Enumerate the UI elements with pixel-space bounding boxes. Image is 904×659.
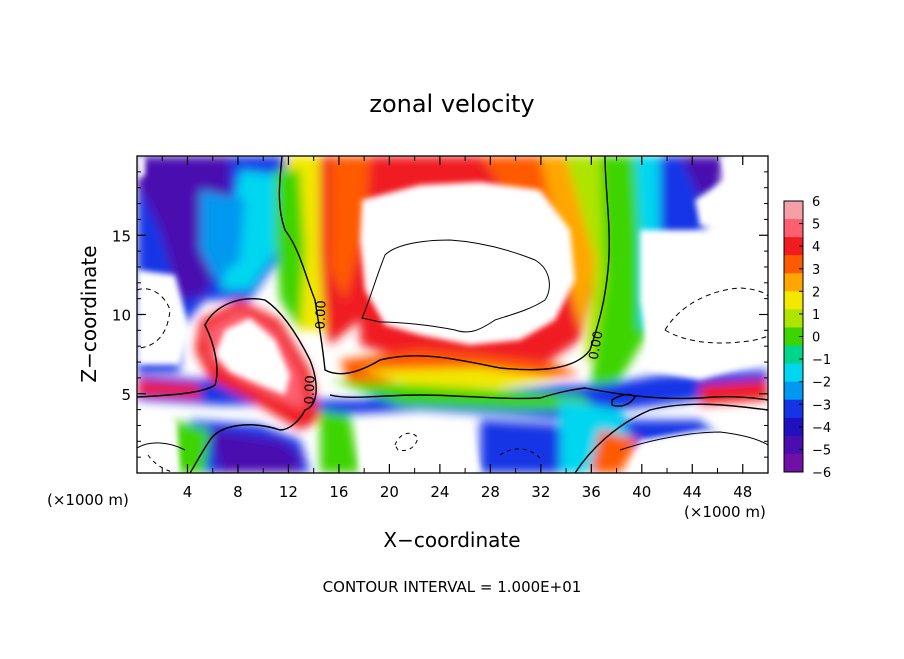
colorbar-label: −3 xyxy=(812,398,831,413)
colorbar-label: 6 xyxy=(812,195,820,210)
contour-labels: 0.00 0.00 0.00 xyxy=(303,300,607,404)
x-tick-label: 24 xyxy=(430,483,449,501)
x-axis: 4 8 12 16 20 24 28 32 36 40 44 48 xyxy=(161,156,752,501)
chart-title: zonal velocity xyxy=(369,90,534,118)
colorbar-label: −6 xyxy=(812,466,831,481)
x-axis-label: X−coordinate xyxy=(383,528,520,552)
velocity-field xyxy=(137,156,768,473)
colorbar-swatch xyxy=(784,363,803,383)
colorbar-swatch xyxy=(784,417,803,437)
colorbar-label: 2 xyxy=(812,285,820,300)
x-tick-label: 44 xyxy=(683,483,702,501)
x-unit-right: (×1000 m) xyxy=(684,503,766,521)
colorbar-swatch xyxy=(784,327,803,347)
colorbar-label: −2 xyxy=(812,376,831,391)
colorbar-swatch xyxy=(784,237,803,256)
x-tick-label: 28 xyxy=(481,483,500,501)
colorbar-label: 4 xyxy=(812,240,820,255)
x-tick-label: 48 xyxy=(733,483,752,501)
y-axis: 5 10 15 xyxy=(112,171,768,458)
colorbar-swatch xyxy=(784,219,803,238)
contour-interval-note: CONTOUR INTERVAL = 1.000E+01 xyxy=(323,578,582,596)
plot-area: 0.00 0.00 0.00 xyxy=(137,156,768,473)
x-unit-left: (×1000 m) xyxy=(47,491,129,509)
contour-label: 0.00 xyxy=(314,300,330,329)
contour-label: 0.00 xyxy=(303,375,319,404)
colorbar-label: 3 xyxy=(812,263,820,278)
colorbar-swatch xyxy=(784,291,803,310)
colorbar-swatch xyxy=(784,255,803,274)
colorbar-label: −4 xyxy=(812,421,831,436)
colorbar-swatch xyxy=(784,201,803,220)
colorbar-label: −1 xyxy=(812,353,831,368)
contour-label: 0.00 xyxy=(587,330,607,361)
x-tick-label: 32 xyxy=(531,483,550,501)
x-tick-label: 36 xyxy=(582,483,601,501)
colorbar-swatch xyxy=(784,345,803,365)
contour-lines xyxy=(137,156,768,473)
colorbar-label: 1 xyxy=(812,308,820,323)
y-axis-label: Z−coordinate xyxy=(77,245,101,382)
x-tick-label: 20 xyxy=(380,483,399,501)
x-tick-label: 8 xyxy=(233,483,243,501)
colorbar-swatch xyxy=(784,399,803,419)
colorbar-label: 0 xyxy=(812,331,820,346)
x-tick-label: 4 xyxy=(183,483,193,501)
x-tick-label: 16 xyxy=(329,483,348,501)
colorbar-swatch xyxy=(784,435,803,455)
colorbar-swatch xyxy=(784,273,803,292)
y-tick-label: 15 xyxy=(112,227,131,245)
y-tick-label: 5 xyxy=(121,386,131,404)
y-tick-label: 10 xyxy=(112,307,131,325)
colorbar-label: −5 xyxy=(812,443,831,458)
colorbar-label: 5 xyxy=(812,218,820,233)
colorbar-swatch xyxy=(784,309,803,328)
x-tick-label: 40 xyxy=(632,483,651,501)
colorbar: 6 5 4 3 2 1 0 −1 −2 −3 −4 −5 −6 xyxy=(783,195,831,481)
x-tick-label: 12 xyxy=(279,483,298,501)
colorbar-swatch xyxy=(784,381,803,401)
colorbar-swatch xyxy=(784,453,803,473)
